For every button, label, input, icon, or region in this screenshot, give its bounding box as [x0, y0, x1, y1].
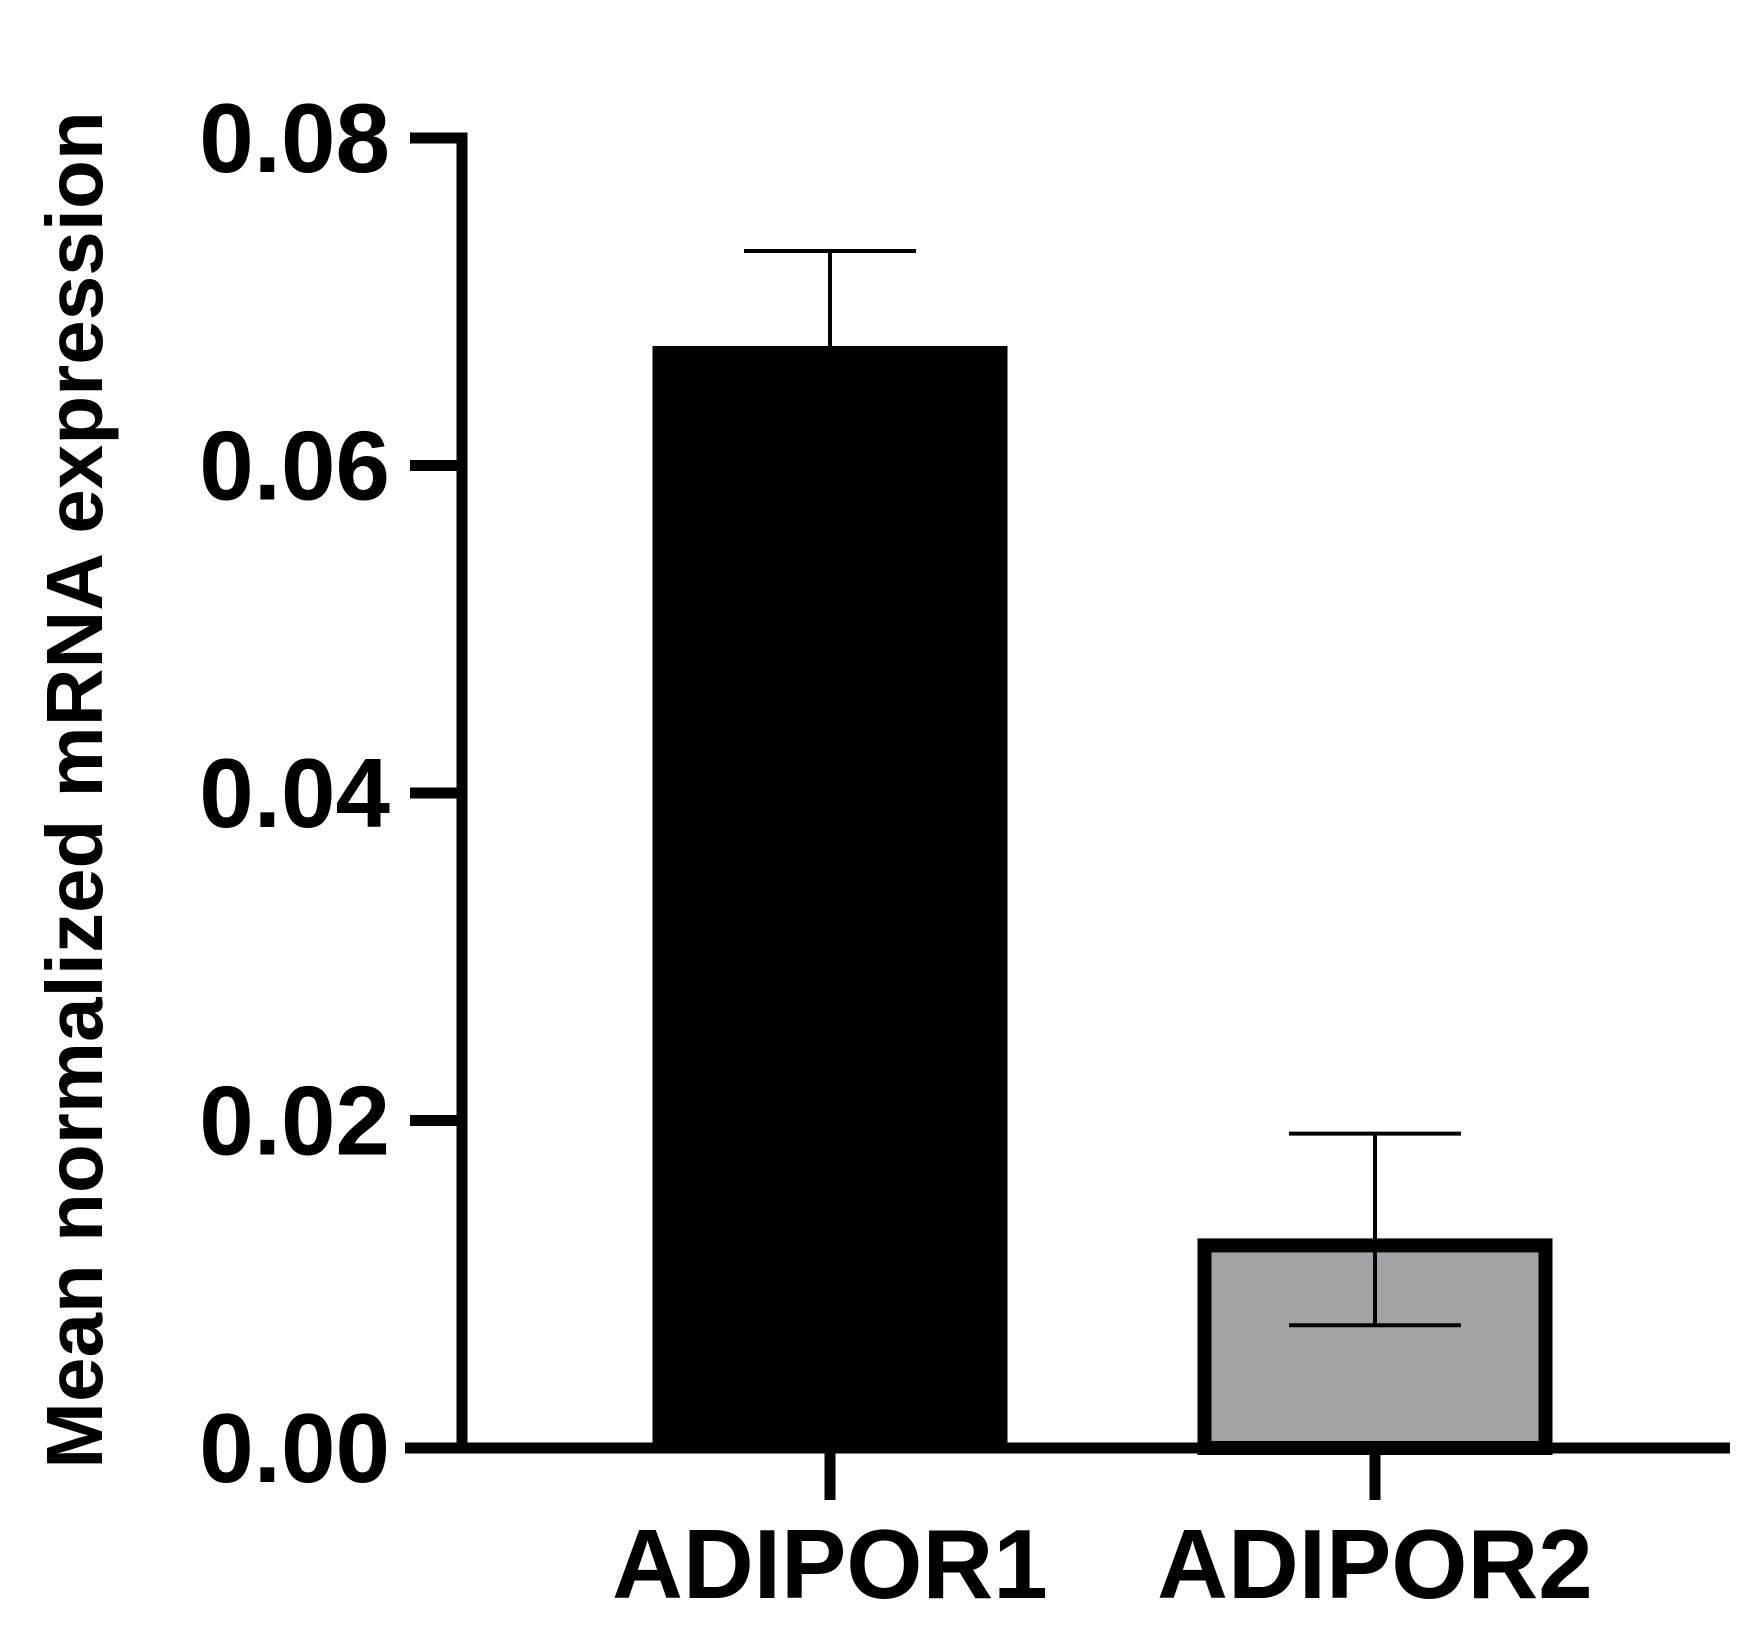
x-category-label: ADIPOR1 [612, 1509, 1048, 1619]
y-tick-label: 0.06 [199, 411, 390, 521]
y-axis-ticks: 0.00 0.02 0.04 0.06 0.08 [199, 83, 462, 1503]
axes [405, 132, 1730, 1454]
y-axis-title: Mean normalized mRNA expression [30, 111, 119, 1468]
y-tick-label: 0.08 [199, 83, 390, 193]
y-tick-label: 0.00 [199, 1393, 390, 1503]
y-axis-title-group: Mean normalized mRNA expression [30, 111, 119, 1468]
y-tick-label: 0.02 [199, 1066, 390, 1176]
x-category-label: ADIPOR2 [1157, 1509, 1593, 1619]
bars [652, 345, 1553, 1456]
error-bars [744, 248, 1461, 1328]
x-axis-categories: ADIPOR1 ADIPOR2 [612, 1448, 1593, 1619]
y-tick-label: 0.04 [199, 738, 390, 848]
bar-adipor1 [652, 345, 1008, 1448]
